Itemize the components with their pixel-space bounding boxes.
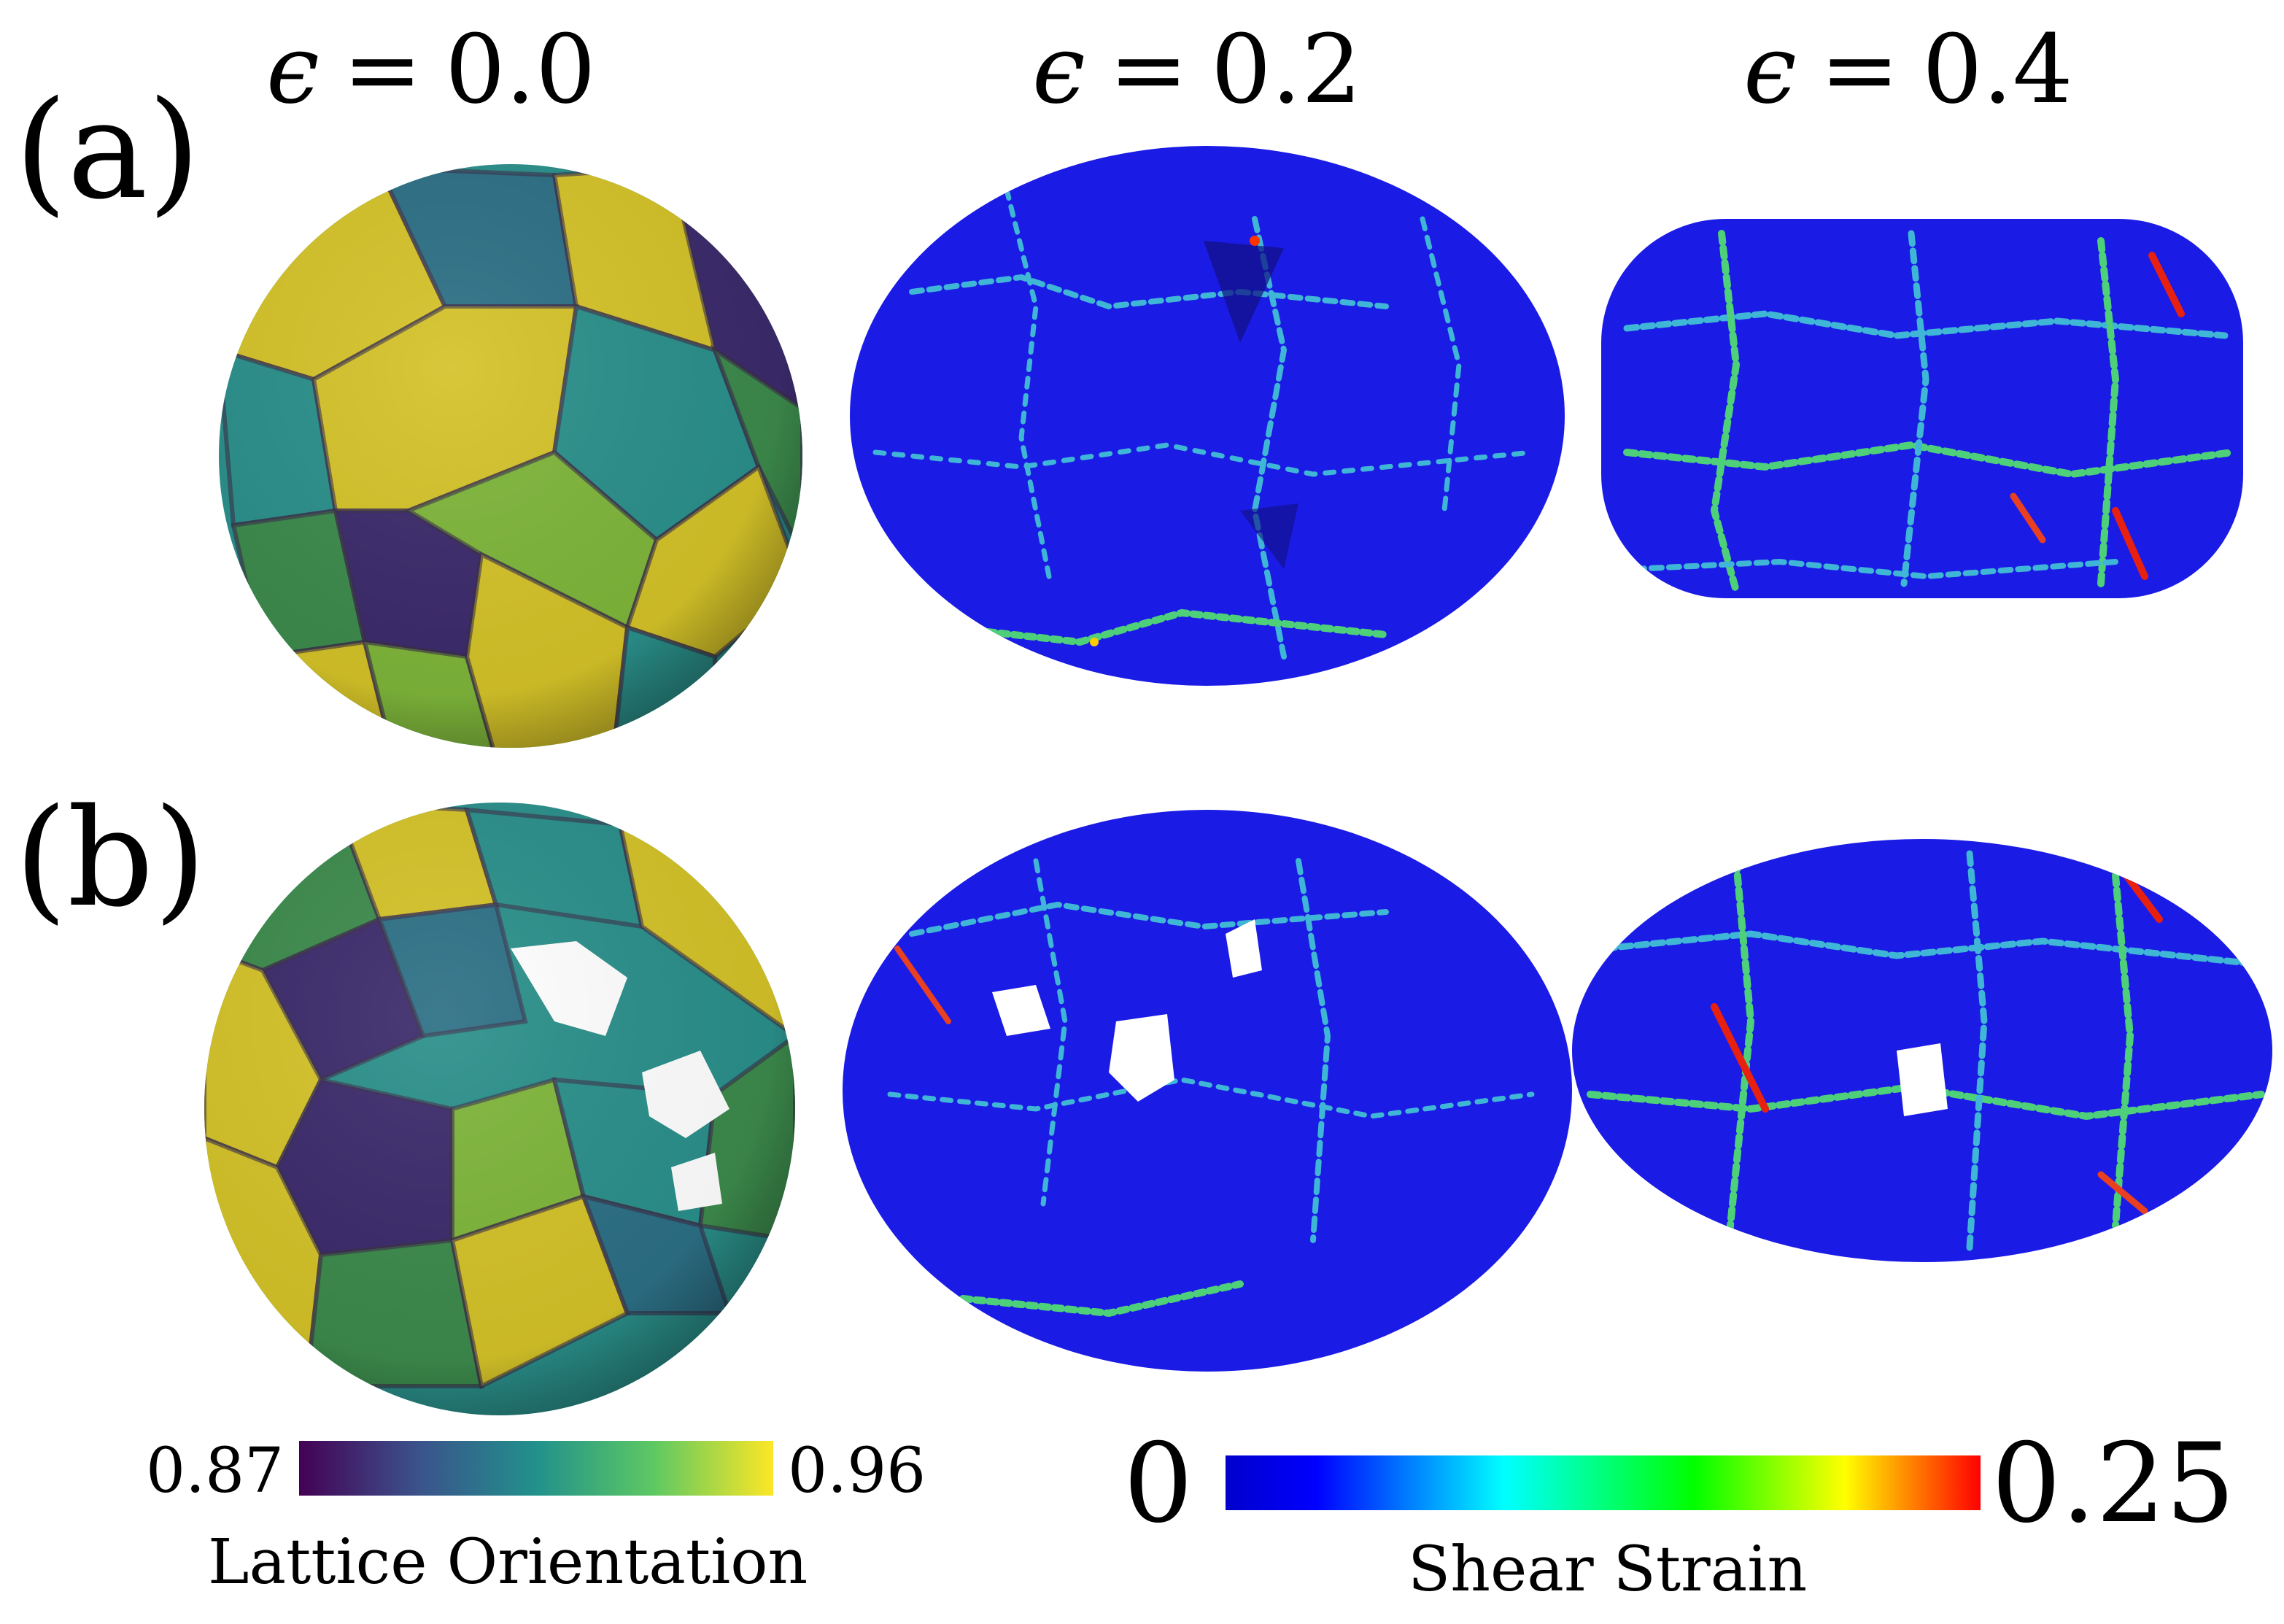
jet-gradient-bar: [1226, 1455, 1981, 1510]
grain-sphere-a-strain-0: [219, 164, 802, 748]
void: [1226, 919, 1262, 978]
colorbar-min-label: 0.87: [146, 1435, 284, 1507]
grain-shadow: [1240, 503, 1298, 569]
colorbar-max-label: 0.96: [788, 1435, 926, 1507]
strain-value: 0.2: [1211, 14, 1362, 125]
strain-value: 0.0: [445, 14, 596, 125]
epsilon-symbol: ϵ: [1743, 14, 1797, 125]
equals-sign: =: [1109, 14, 1188, 125]
colorbar-title: Lattice Orientation: [208, 1526, 808, 1598]
colorbar-title: Shear Strain: [1408, 1534, 1807, 1606]
orientation-colorbar: 0.87 0.96 Lattice Orientation: [146, 1435, 926, 1598]
equals-sign: =: [1820, 14, 1900, 125]
grain-sphere-b-strain-0: [204, 803, 795, 1415]
strain-sphere-b-strain-0.4: [1572, 839, 2272, 1262]
panel-label-a: (a): [15, 71, 201, 229]
grain-shadow: [1204, 241, 1284, 343]
strain-sphere-a-strain-0.4: [1601, 219, 2243, 598]
column-header-2: ϵ = 0.4: [1743, 14, 2073, 125]
panel-label-b: (b): [15, 779, 206, 937]
strain-value: 0.4: [1922, 14, 2073, 125]
colorbar-max-label: 0.25: [1991, 1420, 2235, 1547]
strain-sphere-b-strain-0.2: [843, 810, 1572, 1372]
shear-colorbar: 0 0.25 Shear Strain: [1123, 1420, 2235, 1606]
epsilon-symbol: ϵ: [1032, 14, 1085, 125]
colorbar-min-label: 0: [1123, 1420, 1193, 1547]
void: [992, 985, 1050, 1036]
void: [1109, 1014, 1174, 1102]
equals-sign: =: [343, 14, 422, 125]
column-header-1: ϵ = 0.2: [1032, 14, 1362, 125]
epsilon-symbol: ϵ: [266, 14, 320, 125]
void: [1897, 1043, 1948, 1116]
strain-sphere-a-strain-0.2: [850, 146, 1565, 686]
viridis-gradient-bar: [299, 1441, 773, 1496]
column-header-0: ϵ = 0.0: [266, 14, 596, 125]
